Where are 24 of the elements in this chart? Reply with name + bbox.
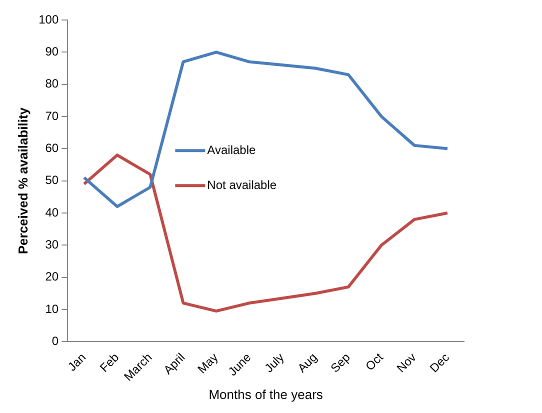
y-tick-label: 30 (45, 237, 59, 252)
x-tick-label: Jan (65, 350, 89, 374)
y-tick-label: 40 (45, 205, 59, 220)
x-tick-label: Nov (394, 350, 419, 376)
y-tick-label: 20 (45, 270, 59, 284)
y-tick-label: 80 (45, 76, 59, 91)
y-tick-label: 100 (38, 12, 59, 26)
x-tick-label: Aug (294, 350, 320, 376)
legend-label: Available (207, 142, 256, 157)
x-tick-label: Oct (362, 350, 386, 374)
x-tick-label: Dec (426, 350, 452, 376)
y-tick-label: 90 (45, 44, 59, 58)
y-tick-label: 0 (52, 334, 59, 348)
y-tick-label: 60 (45, 140, 59, 155)
x-axis-title: Months of the years (208, 386, 324, 402)
x-tick-label: Sep (328, 350, 354, 376)
x-tick-label: May (194, 350, 221, 376)
y-tick-label: 50 (45, 173, 59, 188)
legend-label: Not available (207, 178, 277, 192)
y-tick-label: 70 (45, 108, 59, 123)
x-tick-label: July (262, 350, 287, 376)
x-tick-label: Feb (97, 350, 122, 375)
y-tick-label: 10 (45, 302, 59, 316)
y-axis-title: Perceived % availability (15, 106, 30, 254)
